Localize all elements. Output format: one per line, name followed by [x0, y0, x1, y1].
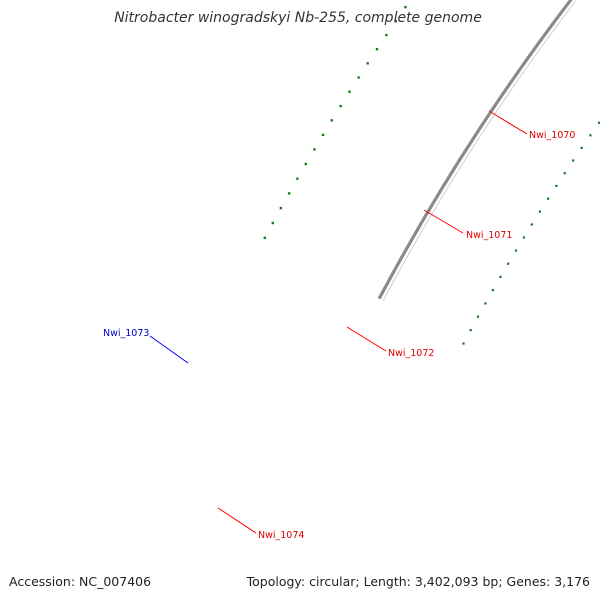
minor-tick-dot [462, 342, 465, 345]
minor-tick-dot [313, 148, 316, 151]
minor-tick-dot [555, 184, 558, 187]
map-title: Nitrobacter winogradskyi Nb-255, complet… [114, 10, 482, 26]
genome-backbone [377, 0, 573, 300]
minor-tick-dot [366, 62, 369, 65]
gene-labels-layer: Nwi_1070 Nwi_1071 Nwi_1072 Nwi_1073 Nwi_1074 [103, 110, 575, 541]
minor-tick-dot [476, 315, 480, 318]
backbone-layer [377, 0, 578, 302]
minor-tick-dot [563, 172, 566, 175]
gene-label: Nwi_1073 [103, 328, 149, 339]
minor-tick-dot [330, 119, 333, 122]
minor-tick-dot [484, 302, 487, 305]
genome-backbone-shadow [382, 0, 578, 302]
minor-tick-dot [296, 177, 299, 180]
gene-leader-line [423, 209, 464, 234]
minor-tick-dot [580, 146, 583, 149]
minor-tick-dot [572, 159, 575, 162]
gene-label: Nwi_1072 [388, 348, 434, 359]
minor-tick-dot [321, 133, 325, 137]
minor-tick-dot [287, 192, 291, 195]
minor-tick-dot [263, 236, 266, 240]
minor-tick-dot [348, 90, 351, 93]
minor-tick-dot [589, 134, 592, 137]
minor-tick-dot [499, 275, 502, 278]
minor-tick-dot [522, 236, 525, 239]
minor-tick-dot [598, 121, 600, 124]
genome-summary-text: Topology: circular; Length: 3,402,093 bp… [246, 574, 590, 589]
minor-tick-dot [530, 223, 533, 226]
minor-tick-dot [514, 249, 518, 252]
minor-tick-dot [304, 162, 307, 166]
minor-tick-dot [507, 262, 510, 265]
gene-label: Nwi_1070 [529, 130, 575, 141]
minor-tick-dot [538, 210, 541, 213]
gene-leader-line [217, 507, 257, 534]
gene-label: Nwi_1071 [466, 230, 512, 241]
minor-tick-dot [385, 33, 388, 37]
minor-tick-dot [339, 104, 342, 108]
gene-leader-line [488, 110, 528, 135]
minor-tick-dot [404, 5, 407, 9]
gene-leader-line [346, 326, 387, 352]
accession-text: Accession: NC_007406 [9, 574, 151, 589]
minor-tick-dot [375, 47, 379, 51]
minor-tick-dot [394, 19, 397, 23]
gene-leader-line [149, 335, 189, 364]
minor-tick-dot [357, 76, 360, 79]
minor-tick-dot [271, 221, 274, 225]
minor-tick-dot [547, 197, 550, 200]
gene-label: Nwi_1074 [258, 530, 304, 541]
tick-dots-layer [263, 5, 600, 345]
minor-tick-dot [491, 289, 494, 292]
minor-tick-dot [469, 329, 472, 332]
minor-tick-dot [279, 206, 283, 210]
